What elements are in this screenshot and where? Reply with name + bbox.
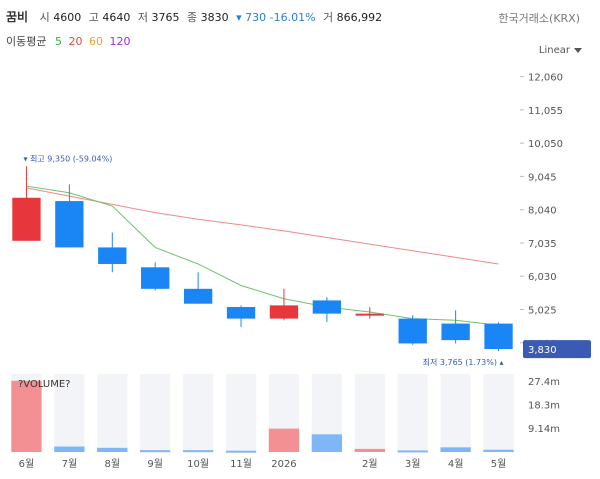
ma5-line xyxy=(26,185,499,326)
x-tick-label: 3월 xyxy=(405,458,421,470)
volume-bar xyxy=(311,434,343,452)
volume-bar xyxy=(268,428,300,452)
open-label: 시 xyxy=(39,11,50,24)
quote-header: 꿈비 시 4600 고 4640 저 3765 종 3830 ▾ 730 -16… xyxy=(6,8,382,25)
candle-body xyxy=(55,201,84,248)
max-annotation: ▾ 최고 9,350 (-59.04%) xyxy=(23,153,112,163)
ma-legend-60[interactable]: 60 xyxy=(88,35,103,48)
current-price-label: 3,830 xyxy=(528,345,557,356)
volume-value: 866,992 xyxy=(336,11,383,24)
current-price-badge xyxy=(523,340,591,359)
volume-panel-bg xyxy=(140,374,171,452)
x-tick-label: 6월 xyxy=(19,458,35,470)
y-tick-label: 10,050 xyxy=(528,139,563,150)
x-tick-label: 9월 xyxy=(147,458,163,470)
min-annotation: 최저 3,765 (1.73%) ▴ xyxy=(423,357,504,367)
x-tick-label: 2026 xyxy=(271,459,296,470)
volume-panel-bg xyxy=(354,374,385,452)
scale-mode-label: Linear xyxy=(538,45,570,56)
stock-name: 꿈비 xyxy=(6,10,29,24)
change-value: ▾ 730 -16.01% xyxy=(236,11,316,24)
volume-panel-bg xyxy=(225,374,257,452)
candle-body xyxy=(183,288,213,304)
candle-body xyxy=(355,313,384,316)
x-tick-label: 7월 xyxy=(62,458,78,470)
x-tick-label: 2월 xyxy=(362,458,378,470)
ma-legend-5[interactable]: 5 xyxy=(54,35,62,48)
candle-body xyxy=(398,318,427,344)
volume-tick-label: 9.14m xyxy=(528,424,560,435)
ma-legend-20[interactable]: 20 xyxy=(68,35,83,48)
x-tick-label: 10월 xyxy=(187,458,209,470)
y-tick-label: 9,045 xyxy=(528,172,557,183)
candle-body xyxy=(98,247,127,264)
x-tick-label: 11월 xyxy=(230,458,252,470)
volume-title: ?VOLUME? xyxy=(18,379,71,390)
low-value: 3765 xyxy=(151,11,180,24)
volume-bar xyxy=(182,450,214,453)
y-tick-label: 12,060 xyxy=(528,73,563,84)
candle-body xyxy=(269,305,299,319)
close-value: 3830 xyxy=(200,11,229,24)
candle-body xyxy=(484,323,513,350)
ma20-line xyxy=(26,187,499,265)
volume-panel-bg xyxy=(182,374,214,452)
volume-bar xyxy=(54,446,85,452)
y-tick-label: 6,030 xyxy=(528,272,557,283)
volume-bar xyxy=(483,449,514,452)
x-tick-label: 5월 xyxy=(491,458,507,470)
volume-bar xyxy=(225,450,257,453)
high-label: 고 xyxy=(88,11,99,24)
y-tick-label: 11,055 xyxy=(528,106,563,117)
volume-panel-bg xyxy=(54,374,85,452)
exchange-label: 한국거래소(KRX) xyxy=(498,12,580,25)
ma-legend: 이동평균 5 20 60 120 xyxy=(6,33,130,49)
volume-bar xyxy=(354,448,385,452)
low-label: 저 xyxy=(137,11,148,24)
close-label: 종 xyxy=(186,11,198,24)
volume-panel-bg xyxy=(97,374,128,452)
candle-body xyxy=(312,300,342,314)
x-tick-label: 8월 xyxy=(105,458,121,470)
ma-legend-120[interactable]: 120 xyxy=(109,35,131,48)
candle-body xyxy=(226,307,256,319)
volume-panel-bg xyxy=(397,374,428,452)
volume-label: 거 xyxy=(323,11,334,24)
scale-dropdown[interactable]: Linear xyxy=(539,45,582,56)
y-tick-label: 7,035 xyxy=(528,239,557,250)
volume-bar xyxy=(97,447,128,452)
volume-tick-label: 27.4m xyxy=(528,377,560,388)
volume-bar xyxy=(140,450,171,453)
high-value: 4640 xyxy=(102,11,131,24)
candle-body xyxy=(141,267,170,289)
y-tick-label: 5,025 xyxy=(528,306,557,317)
y-tick-label: 8,040 xyxy=(528,206,557,217)
volume-bar xyxy=(397,450,428,453)
candle-body xyxy=(12,197,41,241)
chevron-down-icon xyxy=(574,47,582,53)
candle-body xyxy=(441,323,470,341)
ma-legend-title: 이동평균 xyxy=(6,35,47,48)
open-value: 4600 xyxy=(53,11,82,24)
volume-tick-label: 18.3m xyxy=(528,400,560,411)
volume-panel-bg xyxy=(440,374,471,452)
x-tick-label: 4월 xyxy=(448,458,464,470)
volume-panel-bg xyxy=(483,374,514,452)
volume-bar xyxy=(11,380,42,452)
volume-bar xyxy=(440,447,471,452)
